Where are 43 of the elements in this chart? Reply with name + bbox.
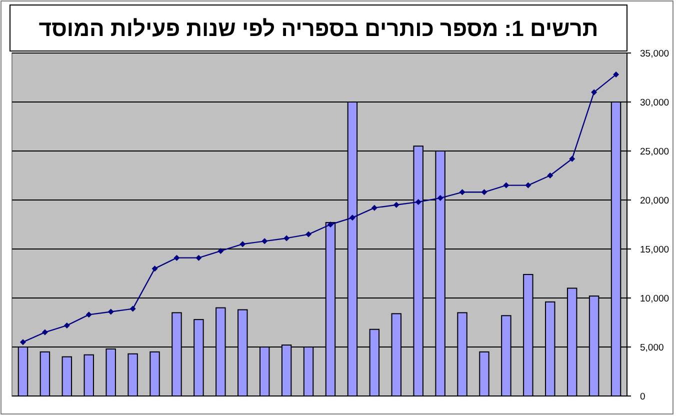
point [371, 204, 378, 211]
chart-title: תרשים 1: מספר כותרים בספריה לפי שנות פעילות המוסד [38, 16, 598, 41]
y-tick-label: 5,000 [640, 342, 664, 354]
bar [150, 351, 160, 396]
point [349, 214, 356, 221]
point [284, 235, 290, 242]
bar [40, 351, 50, 396]
y-tick-label: 20,000 [640, 196, 670, 206]
point [327, 222, 334, 228]
point [42, 329, 48, 336]
y-tick-label: 15,000 [640, 244, 670, 256]
point [437, 195, 444, 202]
bar [62, 356, 72, 396]
bar [479, 351, 490, 396]
point [569, 156, 576, 162]
point [64, 322, 70, 328]
point [591, 89, 598, 96]
point [218, 248, 224, 254]
point [240, 241, 246, 248]
point [481, 189, 488, 196]
point [613, 72, 620, 78]
point [547, 172, 554, 178]
y-tick-label: 35,000 [640, 48, 670, 60]
point [20, 339, 26, 346]
point [196, 254, 202, 261]
point [393, 202, 400, 208]
y-tick-label: 30,000 [640, 98, 670, 108]
bar [84, 354, 94, 396]
y-tick-label: 25,000 [640, 146, 670, 158]
bar [128, 353, 138, 396]
point [108, 308, 114, 315]
point [262, 238, 268, 244]
point [459, 189, 466, 196]
y-tick-label: 10,000 [640, 294, 670, 304]
point [415, 198, 422, 205]
point [306, 231, 312, 238]
point [525, 182, 532, 188]
point [86, 312, 92, 318]
point [174, 254, 180, 261]
y-tick-label: 0 [640, 392, 646, 402]
point [130, 306, 136, 312]
point [152, 266, 158, 272]
point [503, 182, 510, 188]
